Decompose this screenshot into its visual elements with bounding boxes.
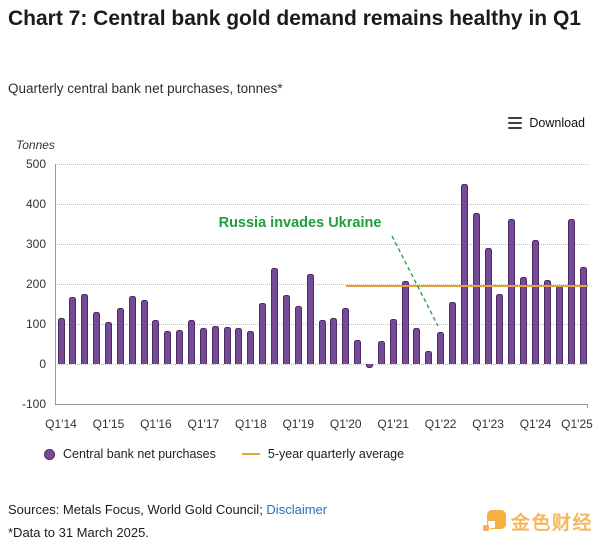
bar[interactable] xyxy=(449,302,456,364)
x-tick-label: Q1'15 xyxy=(92,417,125,431)
y-tick-label: -100 xyxy=(21,397,46,411)
sources-text: Sources: Metals Focus, World Gold Counci… xyxy=(8,502,267,517)
page-title: Chart 7: Central bank gold demand remain… xyxy=(8,7,581,30)
x-tick-label: Q1'14 xyxy=(45,417,77,431)
y-tick-label: 400 xyxy=(25,197,46,211)
y-tick-label: 300 xyxy=(25,237,46,251)
x-tick-label: Q1'25 xyxy=(561,417,593,431)
bar[interactable] xyxy=(306,274,314,364)
bar[interactable] xyxy=(164,331,172,364)
x-axis-line xyxy=(55,404,588,405)
bar[interactable] xyxy=(282,294,290,364)
y-tick-label: 500 xyxy=(25,157,46,171)
jinse-logo-icon xyxy=(482,510,506,533)
bar[interactable] xyxy=(247,331,255,364)
bar[interactable] xyxy=(57,317,65,364)
bar[interactable] xyxy=(425,351,433,364)
bar[interactable] xyxy=(520,277,528,364)
chart-area: Tonnes 500 400 300 200 100 0 -100 Russia invad… xyxy=(16,138,593,431)
bar[interactable] xyxy=(579,267,587,364)
x-tick-label: Q1'20 xyxy=(329,417,362,431)
gridline xyxy=(55,364,588,365)
chart-subtitle: Quarterly central bank net purchases, to… xyxy=(8,81,283,96)
bar[interactable] xyxy=(496,293,504,364)
bar[interactable] xyxy=(354,340,362,364)
bar[interactable] xyxy=(460,184,468,364)
legend-label: 5-year quarterly average xyxy=(267,447,405,461)
bar[interactable] xyxy=(401,280,409,364)
bar[interactable] xyxy=(152,320,160,364)
bar[interactable] xyxy=(543,280,551,364)
x-axis-end-tick xyxy=(587,404,588,408)
download-button[interactable]: Download xyxy=(508,116,585,130)
bar[interactable] xyxy=(294,306,302,364)
bar[interactable] xyxy=(484,248,492,364)
x-tick-label: Q1'17 xyxy=(187,417,220,431)
bar[interactable] xyxy=(330,317,338,364)
bar[interactable] xyxy=(199,328,207,364)
bar[interactable] xyxy=(377,340,385,364)
x-tick-label: Q1'19 xyxy=(282,417,315,431)
bar[interactable] xyxy=(555,285,563,364)
footnote: *Data to 31 March 2025. xyxy=(8,525,149,540)
bar[interactable] xyxy=(389,318,397,364)
bar[interactable] xyxy=(365,364,373,369)
legend-item-average[interactable]: 5-year quarterly average xyxy=(241,447,405,461)
x-tick-label: Q1'21 xyxy=(377,417,409,431)
x-tick-label: Q1'18 xyxy=(234,417,267,431)
bar[interactable] xyxy=(69,297,77,364)
logo-text: 金色财经 xyxy=(510,513,593,534)
bar[interactable] xyxy=(140,300,148,364)
bar[interactable] xyxy=(223,326,231,364)
gold-line-swatch xyxy=(241,452,260,456)
annotation-label: Russia invades Ukraine xyxy=(218,215,382,231)
bar[interactable] xyxy=(508,219,516,364)
bar[interactable] xyxy=(81,294,89,364)
x-tick-label: Q1'16 xyxy=(140,417,172,431)
y-tick-label: 200 xyxy=(25,277,46,291)
bar[interactable] xyxy=(188,320,195,364)
gridline xyxy=(55,284,588,285)
gridline xyxy=(55,204,588,205)
download-label: Download xyxy=(529,116,585,130)
bar[interactable] xyxy=(128,296,136,364)
y-axis-title: Tonnes xyxy=(16,138,55,152)
gridline xyxy=(55,244,588,245)
bar[interactable] xyxy=(472,212,480,364)
legend-item-bars[interactable]: Central bank net purchases xyxy=(44,447,216,461)
bar[interactable] xyxy=(342,308,350,364)
purple-circle-swatch xyxy=(44,448,55,460)
x-tick-label: Q1'24 xyxy=(519,417,552,431)
average-line xyxy=(345,284,588,287)
bar[interactable] xyxy=(437,332,445,364)
bar[interactable] xyxy=(567,219,575,364)
bar[interactable] xyxy=(104,322,112,364)
bar[interactable] xyxy=(235,328,243,364)
x-tick-label: Q1'23 xyxy=(472,417,504,431)
y-tick-label: 0 xyxy=(39,357,46,371)
menu-icon xyxy=(508,116,523,130)
bar[interactable] xyxy=(413,328,421,364)
bar[interactable] xyxy=(211,325,219,364)
bar[interactable] xyxy=(318,319,326,364)
bar[interactable] xyxy=(532,240,540,364)
y-axis-line xyxy=(55,164,56,404)
gridline xyxy=(55,164,588,165)
y-tick-label: 100 xyxy=(25,317,46,331)
bar[interactable] xyxy=(93,312,101,364)
bar[interactable] xyxy=(271,268,279,364)
bar[interactable] xyxy=(259,303,267,364)
bar[interactable] xyxy=(116,308,124,364)
legend-label: Central bank net purchases xyxy=(63,447,216,461)
jinse-finance-logo: 金色财经 xyxy=(482,508,593,535)
x-tick-label: Q1'22 xyxy=(424,417,457,431)
disclaimer-link[interactable]: Disclaimer xyxy=(266,502,328,517)
sources-line: Sources: Metals Focus, World Gold Counci… xyxy=(8,502,327,517)
bar[interactable] xyxy=(176,329,184,364)
legend: Central bank net purchases 5-year quarte… xyxy=(44,447,404,461)
